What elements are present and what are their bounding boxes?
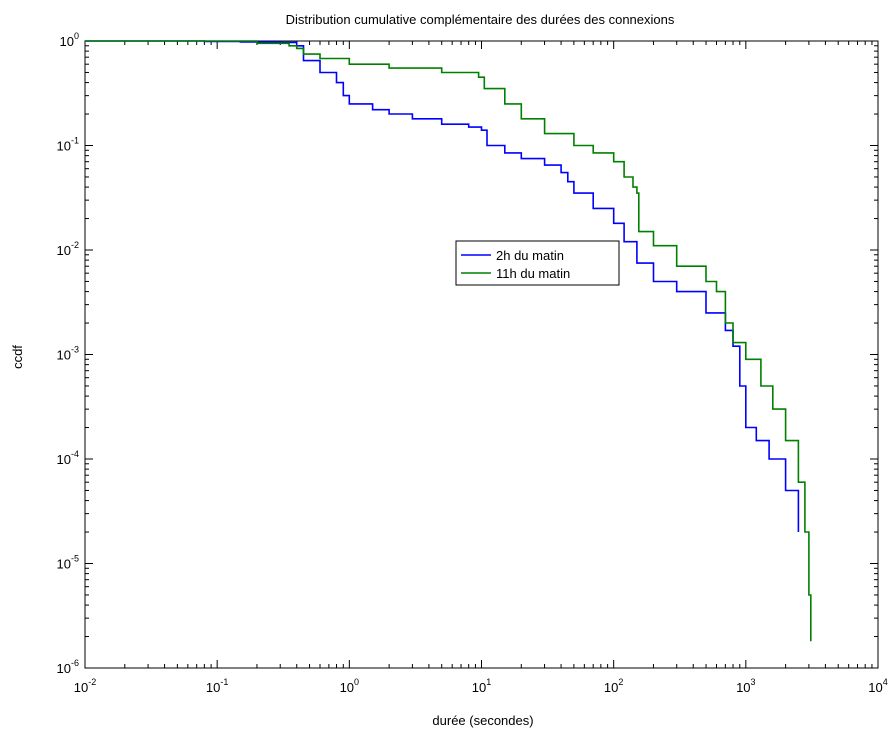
x-axis-ticks: 10-2 10-1 100 101 102 103 104 [74, 41, 888, 695]
legend-label-1: 2h du matin [496, 248, 564, 263]
y-tick-label: 10-1 [57, 136, 79, 154]
x-axis-label: durée (secondes) [432, 713, 533, 728]
x-tick-label: 101 [472, 677, 491, 695]
x-tick-label: 103 [736, 677, 755, 695]
y-axis-label: ccdf [10, 345, 25, 369]
legend-label-2: 11h du matin [496, 266, 570, 281]
series-line-2 [85, 40, 812, 642]
legend-box [455, 240, 620, 286]
plot-frame [84, 40, 879, 669]
x-tick-label: 100 [340, 677, 359, 695]
y-tick-label: 10-2 [57, 240, 79, 258]
chart-title: Distribution cumulative complémentaire d… [286, 12, 675, 27]
x-tick-label: 102 [604, 677, 623, 695]
series-layer [85, 40, 812, 642]
x-tick-label: 10-2 [74, 677, 96, 695]
y-tick-label: 10-6 [57, 658, 79, 676]
y-tick-label: 10-4 [57, 449, 79, 467]
y-tick-label: 10-3 [57, 345, 79, 363]
y-tick-label: 100 [60, 31, 79, 49]
x-tick-label: 104 [868, 677, 887, 695]
legend: 2h du matin 11h du matin [455, 240, 620, 286]
x-tick-label: 10-1 [206, 677, 228, 695]
y-tick-label: 10-5 [57, 554, 79, 572]
